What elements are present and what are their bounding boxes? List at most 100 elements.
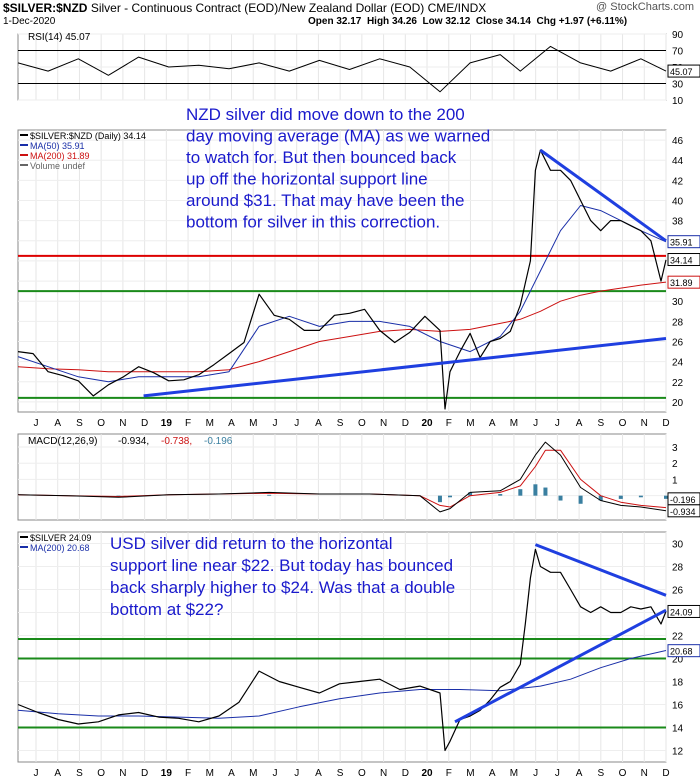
y-tick-label: 44 <box>672 156 684 167</box>
chart-date: 1-Dec-2020 <box>3 16 56 27</box>
nzd-ma200-line <box>17 281 667 373</box>
high-value: 34.26 <box>391 16 417 27</box>
nzd-value-tag: 34.14 <box>667 253 700 267</box>
watermark: @ StockCharts.com <box>596 1 694 13</box>
y-tick-label: 38 <box>672 217 684 228</box>
macd-value-tag-text: -0.196 <box>670 495 696 505</box>
y-tick-label: 30 <box>672 540 684 551</box>
y-tick-label: 26 <box>672 586 684 597</box>
x-tick-label-top: 19 <box>161 418 173 429</box>
x-tick-label-top: N <box>380 418 387 429</box>
macd-histogram-bar <box>448 495 452 498</box>
y-tick-label: 28 <box>672 563 684 574</box>
x-tick-label-bottom: 19 <box>161 768 173 779</box>
nzd-annotation-line: up off the horizontal support line <box>186 170 428 189</box>
x-tick-label-top: S <box>597 418 604 429</box>
x-tick-label-bottom: J <box>533 768 538 779</box>
x-tick-label-top: N <box>641 418 648 429</box>
macd-histogram-bar <box>533 484 538 496</box>
macd-legend: MACD(12,26,9) -0.934, -0.738, -0.196 <box>28 436 233 447</box>
macd-histogram-bar <box>578 495 583 504</box>
y-tick-label: 26 <box>672 338 684 349</box>
macd-legend-hist: -0.196 <box>204 436 233 447</box>
y-tick-label: 40 <box>672 197 684 208</box>
usd-price-line <box>17 548 667 752</box>
nzd-value-tag: 31.89 <box>667 275 700 289</box>
rsi-legend: RSI(14) 45.07 <box>28 32 91 43</box>
x-tick-label-top: D <box>402 418 409 429</box>
open-value: 32.17 <box>336 16 362 27</box>
x-tick-label-bottom: A <box>576 768 583 779</box>
usd-legend-ma200: MA(200) 20.68 <box>30 543 90 553</box>
x-tick-label-bottom: J <box>555 768 560 779</box>
nzd-annotation-line: around $31. That may have been the <box>186 191 465 210</box>
y-tick-label: 90 <box>672 30 684 41</box>
usd-annotation-line: support line near $22. But today has bou… <box>110 556 453 575</box>
close-label: Close <box>475 16 504 27</box>
x-tick-label-top: O <box>358 418 366 429</box>
usd-trendline <box>454 608 667 724</box>
low-value: 32.12 <box>445 16 471 27</box>
macd-value-tag-text: -0.934 <box>670 507 696 517</box>
usd-value-tag-text: 24.09 <box>670 607 693 617</box>
rsi-value-tag: 45.07 <box>667 64 700 78</box>
usd-value-tag-text: 20.68 <box>670 647 693 657</box>
nzd-annotation-line: NZD silver did move down to the 200 <box>186 105 465 124</box>
x-tick-label-top: M <box>249 418 257 429</box>
x-tick-label-top: M <box>206 418 214 429</box>
x-tick-label-top: J <box>555 418 560 429</box>
macd-histogram-bar <box>267 494 272 496</box>
nzd-legend-price: $SILVER:$NZD (Daily) 34.14 <box>30 131 146 141</box>
x-tick-label-bottom: 20 <box>421 768 433 779</box>
y-tick-label: 10 <box>672 96 684 107</box>
x-tick-label-bottom: S <box>337 768 344 779</box>
x-tick-label-bottom: A <box>228 768 235 779</box>
y-tick-label: 22 <box>672 378 684 389</box>
x-tick-label-top: A <box>54 418 61 429</box>
macd-value-tag: -0.196 <box>667 492 700 506</box>
x-tick-label-top: J <box>34 418 39 429</box>
x-tick-label-bottom: M <box>249 768 257 779</box>
x-tick-label-top: 20 <box>421 418 433 429</box>
x-tick-label-bottom: J <box>34 768 39 779</box>
macd-histogram-bar <box>618 495 623 499</box>
nzd-annotation-line: to watch for. But then bounced back <box>186 148 457 167</box>
macd-histogram-bar <box>638 495 643 498</box>
macd-histogram-bar <box>468 492 473 496</box>
macd-histogram-bar <box>558 495 563 501</box>
x-tick-label-bottom: O <box>358 768 366 779</box>
macd-legend-prefix: MACD(12,26,9) <box>28 436 97 447</box>
y-tick-label: 20 <box>672 655 684 666</box>
low-label: Low <box>422 16 443 27</box>
x-tick-label-top: F <box>185 418 191 429</box>
y-tick-label: 16 <box>672 701 684 712</box>
y-tick-label: 42 <box>672 176 684 187</box>
y-tick-label: 2 <box>672 459 678 470</box>
y-tick-label: 24 <box>672 358 684 369</box>
nzd-legend-ma200: MA(200) 31.89 <box>30 151 90 161</box>
y-tick-label: 20 <box>672 398 684 409</box>
x-tick-label-top: S <box>337 418 344 429</box>
nzd-legend-volume: Volume undef <box>30 161 86 171</box>
rsi-value-tag-text: 45.07 <box>670 67 693 77</box>
rsi-line <box>17 45 667 93</box>
usd-trendline <box>534 543 667 597</box>
x-tick-label-top: A <box>489 418 496 429</box>
x-tick-label-top: O <box>619 418 627 429</box>
y-tick-label: 22 <box>672 632 684 643</box>
x-tick-label-bottom: M <box>466 768 474 779</box>
macd-value-tag-box <box>667 504 700 518</box>
macd-histogram-bar <box>598 495 603 501</box>
x-tick-label-top: J <box>294 418 299 429</box>
nzd-trendline <box>539 148 667 243</box>
rsi-value-tag-box <box>667 64 700 78</box>
x-tick-label-top: A <box>228 418 235 429</box>
x-tick-label-bottom: F <box>446 768 452 779</box>
x-tick-label-top: M <box>466 418 474 429</box>
x-tick-label-bottom: J <box>294 768 299 779</box>
x-tick-label-top: D <box>662 418 669 429</box>
nzd-annotation-line: day moving average (MA) as we warned <box>186 127 490 146</box>
x-tick-label-bottom: N <box>119 768 126 779</box>
x-tick-label-bottom: S <box>76 768 83 779</box>
macd-value-tag: -0.934 <box>667 504 700 518</box>
